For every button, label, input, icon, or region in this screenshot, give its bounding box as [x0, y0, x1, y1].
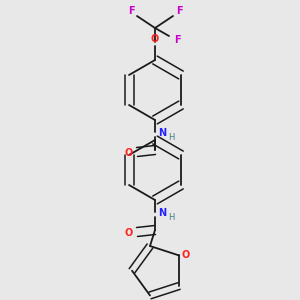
Text: O: O	[125, 228, 133, 238]
Text: O: O	[125, 148, 133, 158]
Text: O: O	[151, 34, 159, 44]
Text: H: H	[168, 133, 174, 142]
Text: F: F	[176, 6, 182, 16]
Text: O: O	[182, 250, 190, 260]
Text: F: F	[174, 35, 180, 45]
Text: N: N	[158, 208, 166, 218]
Text: N: N	[158, 128, 166, 138]
Text: F: F	[128, 6, 134, 16]
Text: H: H	[168, 212, 174, 221]
